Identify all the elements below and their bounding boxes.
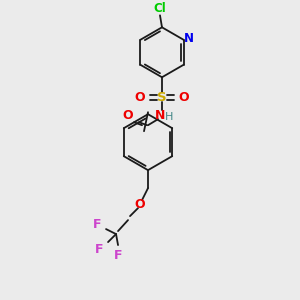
Text: S: S	[157, 91, 167, 104]
Text: F: F	[95, 243, 103, 256]
Text: Cl: Cl	[154, 2, 166, 15]
Text: N: N	[155, 109, 165, 122]
Text: F: F	[93, 218, 101, 231]
Text: O: O	[178, 91, 189, 104]
Text: F: F	[114, 249, 122, 262]
Text: N: N	[184, 32, 194, 45]
Text: O: O	[123, 109, 133, 122]
Text: O: O	[135, 198, 145, 211]
Text: H: H	[165, 112, 173, 122]
Text: O: O	[135, 91, 145, 104]
